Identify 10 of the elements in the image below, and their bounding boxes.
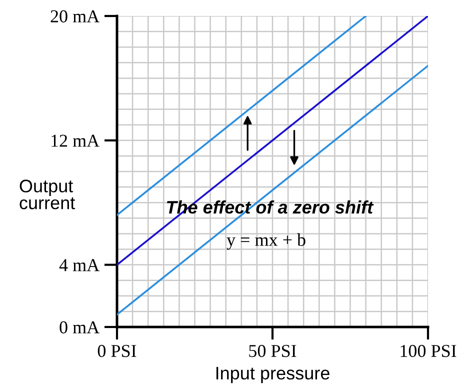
y-tick-label: 4 mA — [59, 259, 100, 272]
y-tick-label: 20 mA — [50, 10, 100, 22]
y-axis-title: Output current — [20, 180, 76, 210]
x-tick-label: 50 PSI — [249, 344, 296, 358]
x-tick-label: 100 PSI — [400, 344, 456, 358]
x-axis-title: Input pressure — [216, 366, 330, 384]
y-tick-label: 0 mA — [60, 321, 100, 334]
y-tick-label: 12 mA — [52, 134, 100, 147]
annotation: y = mx + b — [226, 233, 306, 250]
x-tick-label: 0 PSI — [98, 344, 136, 358]
